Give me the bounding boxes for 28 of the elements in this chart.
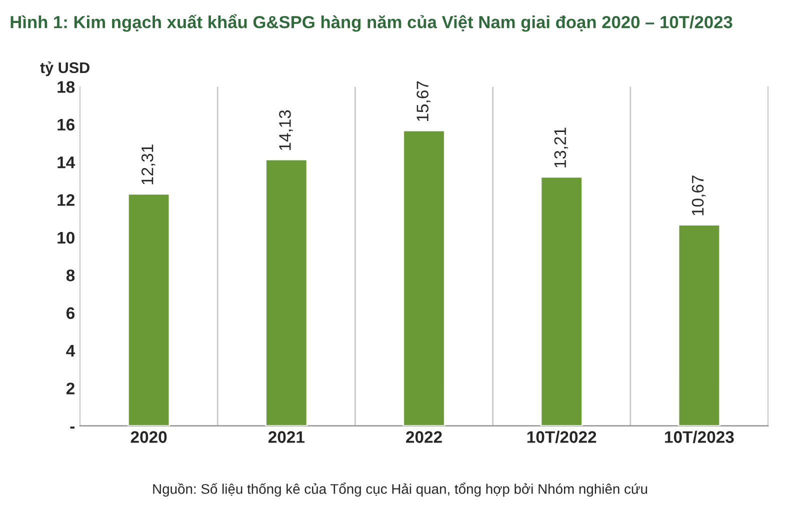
y-tick-label: 8 (66, 270, 75, 282)
y-tick-label: 4 (66, 345, 76, 357)
data-label: 15,67 (416, 81, 430, 121)
y-tick-label: 2 (66, 382, 74, 394)
y-tick-label: 10 (58, 232, 74, 244)
y-tick-label: 16 (58, 118, 75, 131)
y-tick-label: 12 (58, 194, 74, 206)
bar (265, 158, 308, 426)
bar (127, 193, 170, 426)
data-label: 12,31 (141, 144, 156, 184)
x-tick-label: 2020 (130, 431, 167, 443)
bar (402, 130, 446, 426)
bar (678, 224, 721, 426)
y-tick-label: 6 (66, 307, 75, 320)
y-axis-title: tỷ USD (40, 62, 90, 76)
data-label: 13,21 (554, 128, 568, 168)
bar (540, 176, 583, 426)
x-tick-label: 2022 (406, 431, 442, 443)
x-tick-label: 2021 (268, 431, 304, 443)
y-tick-label: 14 (58, 156, 76, 168)
text: Nguồn: Số liệu thống kê của Tổng cục Hải quan, tổng hợp bởi Nhóm nghiên cứu (153, 482, 648, 497)
y-tick-label: - (70, 426, 74, 429)
x-tick-label: 10T/2022 (527, 430, 596, 444)
y-tick-label: 18 (58, 81, 75, 93)
chart-title: Hình 1: Kim ngạch xuất khẩu G&SPG hàng năm của Việt Nam giai đoạn 2020 – 10T/2023 (10, 14, 732, 32)
x-tick-label: 10T/2023 (665, 430, 734, 444)
data-label: 10,67 (692, 176, 706, 216)
data-label: 14,13 (279, 110, 293, 150)
